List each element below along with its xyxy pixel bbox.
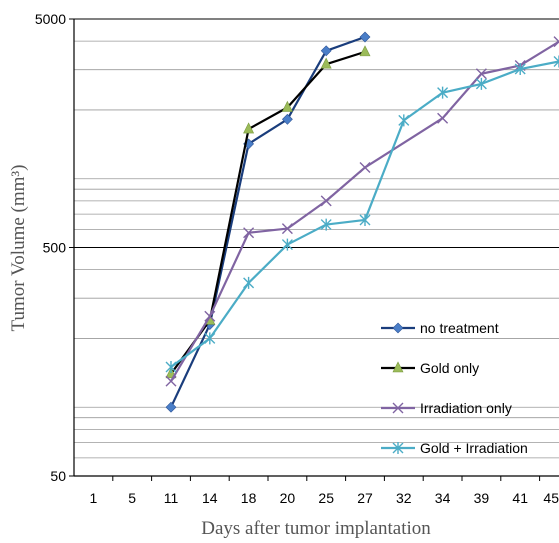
marker-diamond: [320, 45, 332, 57]
series-line: [170, 50, 366, 375]
marker-star: [514, 63, 526, 76]
marker-triangle: [320, 57, 332, 69]
x-tick-label: 34: [435, 490, 451, 506]
marker-star: [204, 332, 216, 345]
y-tick-labels: 50 500 5000: [35, 11, 66, 484]
series-lines: [165, 31, 559, 413]
x-tick-label: 18: [241, 490, 257, 506]
x-tick-label: 32: [396, 490, 412, 506]
legend-label: Gold only: [420, 360, 479, 376]
marker-star: [165, 360, 177, 373]
marker-star: [243, 276, 255, 289]
series-1: [165, 45, 371, 379]
marker-diamond: [165, 401, 177, 413]
x-tick-label: 41: [512, 490, 528, 506]
marker-diamond: [359, 31, 371, 43]
marker-diamond: [392, 322, 404, 334]
x-tick-label: 5: [128, 490, 136, 506]
x-tick-label: 20: [280, 490, 296, 506]
x-axis-label: Days after tumor implantation: [201, 518, 431, 539]
marker-x: [281, 223, 293, 235]
x-tick-label: 25: [318, 490, 334, 506]
x-tick-label: 14: [202, 490, 218, 506]
y-axis-label: Tumor Volume (mm³): [8, 165, 29, 332]
legend-label: Gold + Irradiation: [420, 440, 528, 456]
marker-x: [165, 375, 177, 387]
marker-triangle: [281, 100, 293, 112]
series-2: [165, 36, 559, 387]
marker-star: [359, 213, 371, 226]
legend-label: Irradiation only: [420, 400, 512, 416]
marker-star: [392, 442, 404, 454]
x-tick-label: 27: [357, 490, 373, 506]
x-tick-label: 45: [543, 490, 559, 506]
x-tick-label: 39: [474, 490, 490, 506]
x-tick-labels: 1 5 11 14 18 20 25 27 32 34 39 41 45: [90, 490, 559, 506]
marker-star: [475, 77, 487, 90]
x-tick-label: 11: [164, 490, 179, 506]
marker-triangle: [359, 45, 371, 57]
y-tick-label: 50: [50, 468, 66, 484]
marker-triangle: [243, 122, 255, 134]
series-3: [165, 55, 559, 373]
series-0: [165, 31, 371, 413]
y-tick-label: 500: [43, 240, 67, 256]
marker-star: [320, 218, 332, 231]
legend: no treatment Gold only Irradiation only Gol…: [381, 320, 528, 456]
marker-star: [437, 86, 449, 99]
marker-x: [392, 402, 404, 414]
marker-star: [398, 114, 410, 127]
marker-x: [553, 36, 559, 48]
marker-x: [243, 227, 255, 239]
axes: [69, 18, 559, 481]
legend-label: no treatment: [420, 320, 499, 336]
marker-diamond: [281, 113, 293, 125]
marker-x: [204, 310, 216, 322]
marker-star: [553, 55, 559, 68]
marker-x: [359, 161, 371, 173]
marker-x: [475, 68, 487, 80]
series-line: [170, 35, 366, 408]
marker-triangle: [392, 361, 404, 373]
marker-x: [437, 112, 449, 124]
marker-star: [281, 238, 293, 251]
y-tick-label: 5000: [35, 11, 66, 27]
marker-x: [320, 195, 332, 207]
x-tick-label: 1: [90, 490, 98, 506]
series-line: [170, 40, 559, 382]
